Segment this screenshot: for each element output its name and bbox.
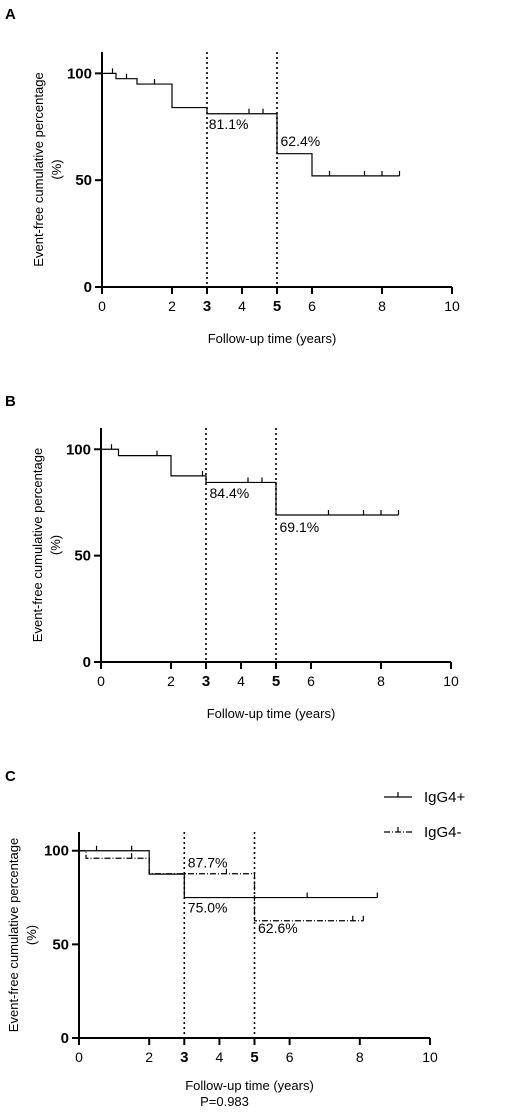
y-axis-label-line: (%) bbox=[24, 925, 39, 945]
x-tick-label: 8 bbox=[356, 1049, 364, 1065]
x-tick-label: 5 bbox=[273, 298, 281, 315]
x-tick-label: 0 bbox=[98, 298, 106, 314]
survival-curve-main bbox=[101, 448, 399, 516]
legend-label: IgG4- bbox=[424, 824, 462, 841]
x-tick-label: 4 bbox=[237, 673, 245, 689]
percentage-annotation: 84.4% bbox=[210, 485, 250, 501]
y-axis-label: Event-free cumulative percentage (%) bbox=[6, 838, 39, 1032]
x-tick-label: 2 bbox=[167, 673, 175, 689]
y-axis-label: Event-free cumulative percentage (%) bbox=[30, 448, 63, 642]
y-tick-label: 50 bbox=[75, 172, 92, 189]
survival-curve-IgG4neg bbox=[79, 850, 364, 922]
y-tick-label: 0 bbox=[61, 1030, 69, 1047]
y-tick-label: 50 bbox=[52, 936, 69, 953]
chart-panel-a: A 0 50 100 0 2 3 4 5 6 8 10 Follow-up time (years) Ev… bbox=[5, 6, 460, 346]
y-axis-label-line: Event-free cumulative percentage bbox=[6, 838, 21, 1032]
x-axis-label: Follow-up time (years) bbox=[207, 706, 336, 721]
y-axis-label: Event-free cumulative percentage (%) bbox=[31, 72, 64, 266]
x-tick-label: 6 bbox=[286, 1049, 294, 1065]
y-tick-label: 0 bbox=[83, 654, 91, 671]
x-tick-label: 10 bbox=[444, 298, 460, 314]
y-tick-label: 100 bbox=[67, 65, 92, 82]
y-axis-label-line: (%) bbox=[48, 535, 63, 555]
x-tick-label: 5 bbox=[250, 1049, 258, 1066]
legend-label: IgG4+ bbox=[424, 789, 466, 806]
survival-curve-main bbox=[102, 72, 400, 177]
x-tick-label: 2 bbox=[168, 298, 176, 314]
x-tick-label: 6 bbox=[308, 298, 316, 314]
y-tick-label: 100 bbox=[44, 843, 69, 860]
y-tick-label: 50 bbox=[74, 548, 91, 565]
percentage-annotation: 62.4% bbox=[281, 133, 321, 149]
x-tick-label: 10 bbox=[422, 1049, 438, 1065]
p-value-footnote: P=0.983 bbox=[200, 1094, 249, 1109]
chart-panel-b: B 0 50 100 0 2 3 4 5 6 8 10 Follow-up time (years) Ev… bbox=[5, 393, 459, 721]
percentage-annotation: 81.1% bbox=[209, 116, 249, 132]
x-tick-label: 3 bbox=[180, 1049, 188, 1066]
x-axis-label: Follow-up time (years) bbox=[185, 1078, 314, 1093]
x-axis-label: Follow-up time (years) bbox=[208, 331, 337, 346]
x-tick-label: 0 bbox=[75, 1049, 83, 1065]
chart-panel-c: C 0 50 100 0 2 3 4 5 6 8 10 Follow-up time (years) Ev… bbox=[5, 768, 466, 1109]
x-tick-label: 0 bbox=[97, 673, 105, 689]
x-tick-label: 3 bbox=[202, 673, 210, 690]
percentage-annotation: 62.6% bbox=[258, 920, 298, 936]
x-tick-label: 4 bbox=[238, 298, 246, 314]
panel-letter: A bbox=[5, 6, 16, 23]
panel-letter: C bbox=[5, 768, 16, 785]
y-axis-label-line: Event-free cumulative percentage bbox=[30, 448, 45, 642]
x-tick-label: 8 bbox=[378, 298, 386, 314]
panel-letter: B bbox=[5, 393, 16, 410]
percentage-annotation: 69.1% bbox=[280, 519, 320, 535]
percentage-annotation: 75.0% bbox=[188, 900, 228, 916]
y-axis-label-line: (%) bbox=[49, 159, 64, 179]
percentage-annotation: 87.7% bbox=[188, 855, 228, 871]
x-tick-label: 8 bbox=[377, 673, 385, 689]
y-tick-label: 100 bbox=[66, 441, 91, 458]
x-tick-label: 5 bbox=[272, 673, 280, 690]
y-axis-label-line: Event-free cumulative percentage bbox=[31, 72, 46, 266]
x-tick-label: 10 bbox=[443, 673, 459, 689]
x-tick-label: 4 bbox=[216, 1049, 224, 1065]
y-tick-label: 0 bbox=[84, 279, 92, 296]
x-tick-label: 6 bbox=[307, 673, 315, 689]
x-tick-label: 3 bbox=[203, 298, 211, 315]
x-tick-label: 2 bbox=[145, 1049, 153, 1065]
